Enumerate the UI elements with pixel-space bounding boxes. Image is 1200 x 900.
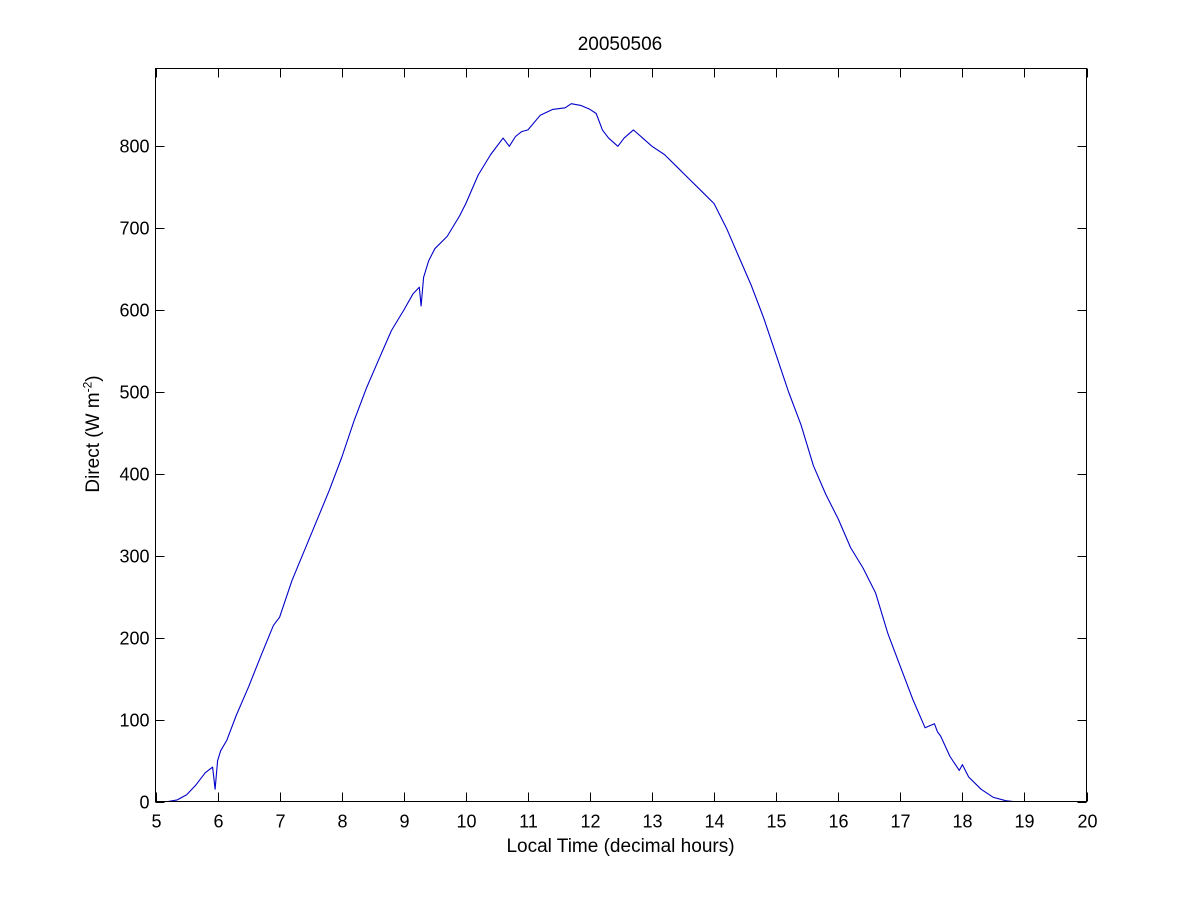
y-axis-label-text: Direct (W m — [83, 392, 104, 493]
x-tick-label: 9 — [399, 812, 409, 832]
y-tick-label: 300 — [119, 547, 149, 567]
x-tick-label: 12 — [580, 812, 600, 832]
y-tick-label: 200 — [119, 629, 149, 649]
plot-frame — [155, 68, 1087, 802]
y-tick-label: 0 — [139, 793, 149, 813]
x-tick-label: 18 — [952, 812, 972, 832]
y-tick-label: 700 — [119, 219, 149, 239]
y-axis-label-exponent: -2 — [80, 381, 95, 393]
x-tick-label: 6 — [213, 812, 223, 832]
y-tick-label: 100 — [119, 711, 149, 731]
x-tick-label: 11 — [519, 812, 538, 832]
x-tick-label: 13 — [642, 812, 662, 832]
x-tick-label: 10 — [456, 812, 476, 832]
y-tick-label: 800 — [119, 137, 149, 157]
x-tick-label: 14 — [704, 812, 724, 832]
y-axis-label: Direct (W m-2) — [80, 375, 105, 493]
series-line — [167, 103, 1014, 803]
x-tick-label: 19 — [1014, 812, 1034, 832]
y-tick-label: 500 — [119, 383, 149, 403]
x-tick-label: 20 — [1077, 812, 1097, 832]
y-tick-label: 600 — [119, 301, 149, 321]
y-axis-label-close: ) — [83, 375, 104, 382]
chart-title: 20050506 — [577, 34, 663, 55]
x-tick-label: 5 — [151, 812, 161, 832]
x-tick-label: 7 — [275, 812, 285, 832]
x-tick-label: 15 — [766, 812, 786, 832]
x-tick-label: 16 — [828, 812, 848, 832]
x-axis-label: Local Time (decimal hours) — [506, 836, 735, 857]
x-tick-label: 17 — [890, 812, 910, 832]
x-tick-label: 8 — [337, 812, 347, 832]
y-tick-label: 400 — [119, 465, 149, 485]
